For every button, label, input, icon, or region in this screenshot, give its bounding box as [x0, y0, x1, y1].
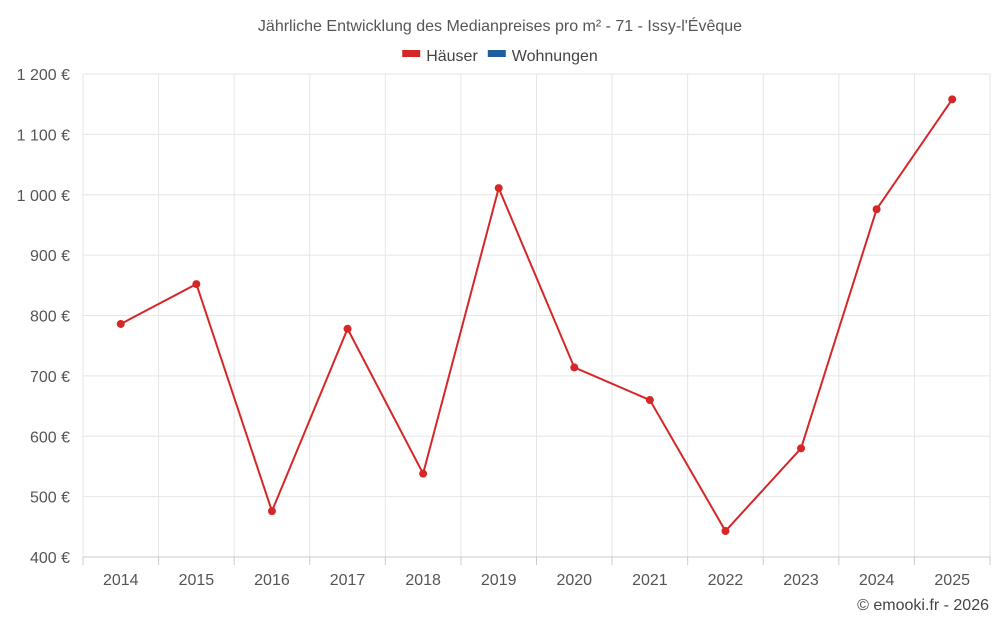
x-tick-label: 2022 — [708, 572, 744, 589]
legend-label: Häuser — [426, 48, 478, 65]
data-point[interactable] — [494, 184, 503, 193]
x-tick-label: 2024 — [859, 572, 895, 589]
x-tick-label: 2021 — [632, 572, 668, 589]
y-tick-label: 900 € — [30, 248, 70, 265]
y-tick-label: 700 € — [30, 369, 70, 386]
x-tick-label: 2019 — [481, 572, 517, 589]
data-point[interactable] — [872, 205, 881, 214]
y-tick-label: 600 € — [30, 429, 70, 446]
data-point[interactable] — [267, 507, 276, 516]
x-tick-label: 2023 — [783, 572, 819, 589]
y-tick-label: 500 € — [30, 490, 70, 507]
y-tick-label: 800 € — [30, 309, 70, 326]
credit-text: © emooki.fr - 2026 — [857, 597, 989, 614]
data-point[interactable] — [948, 95, 957, 104]
x-tick-label: 2020 — [556, 572, 592, 589]
y-tick-label: 1 100 € — [17, 127, 70, 144]
series-line — [120, 98, 954, 533]
chart-title: Jährliche Entwicklung des Medianpreises … — [258, 16, 742, 35]
x-tick-label: 2016 — [254, 572, 290, 589]
data-point[interactable] — [419, 469, 428, 478]
legend: Häuser Wohnungen — [402, 48, 598, 65]
data-point[interactable] — [721, 527, 730, 536]
x-tick-label: 2018 — [405, 572, 441, 589]
y-axis: 400 € 500 € 600 € 700 € 800 € 900 € 1 000 € 1 1… — [17, 67, 70, 567]
x-tick-label: 2014 — [103, 572, 139, 589]
data-point[interactable] — [192, 280, 201, 289]
x-axis: 2014 2015 2016 2017 2018 2019 2020 2021 2022 2023… — [82, 556, 991, 589]
x-tick-label: 2015 — [179, 572, 215, 589]
x-tick-label: 2025 — [934, 572, 970, 589]
x-tick-label: 2017 — [330, 572, 366, 589]
series-group — [116, 95, 957, 536]
y-tick-label: 400 € — [30, 550, 70, 567]
legend-swatch — [402, 50, 421, 57]
data-point[interactable] — [343, 324, 352, 333]
y-tick-label: 1 000 € — [17, 188, 70, 205]
data-point[interactable] — [645, 396, 654, 405]
data-point[interactable] — [570, 363, 579, 372]
data-point[interactable] — [797, 444, 806, 453]
legend-swatch — [487, 50, 506, 57]
y-tick-label: 1 200 € — [17, 67, 70, 84]
data-point[interactable] — [116, 319, 125, 328]
legend-label: Wohnungen — [512, 48, 598, 65]
